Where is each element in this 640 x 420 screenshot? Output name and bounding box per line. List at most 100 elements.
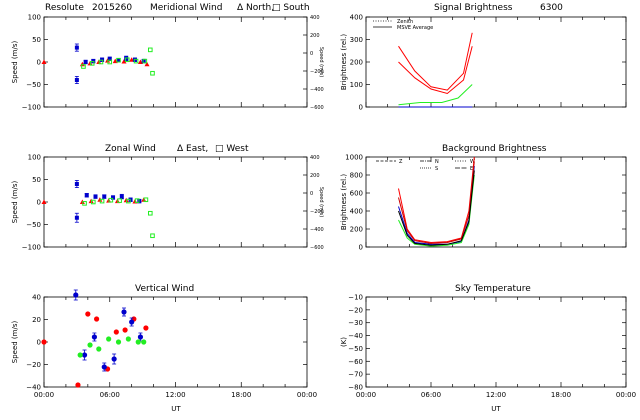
- vertical-xtick-label: 00:00: [297, 391, 317, 399]
- meridional-south-point: [83, 60, 88, 64]
- zonal-west-point: [74, 215, 79, 220]
- vertical-red-point: [113, 329, 119, 335]
- background-ylabel: Brightness (rel.): [340, 174, 348, 230]
- meridional-ytick-label: −100: [22, 104, 41, 112]
- zonal-ytick-label: −100: [22, 244, 41, 252]
- vertical-green-point: [115, 339, 122, 345]
- zonal-vertical-ave-point: [117, 198, 122, 203]
- meridional-ytick-label: 50: [32, 36, 41, 44]
- date-code: 2015260: [92, 3, 132, 13]
- zonal-vertical-ave-point: [126, 198, 131, 204]
- meridional-ytick-label: 0: [37, 59, 41, 67]
- sky-xtick-label: 18:00: [551, 391, 571, 399]
- zonal-west-point: [102, 194, 107, 199]
- sky-ytick-label: −60: [348, 358, 363, 366]
- zonal-ytick-right-label: 400: [310, 155, 320, 161]
- signal-ytick-label: 0: [359, 104, 363, 112]
- zonal-vertical-ave-point: [143, 197, 149, 203]
- sky-xlabel: UT: [491, 405, 501, 413]
- zonal-ytick-right-label: 200: [310, 173, 320, 179]
- meridional-vertical-ave-point: [147, 47, 153, 53]
- zonal-ytick-right-label: −400: [310, 227, 324, 233]
- background-ytick-label: 400: [350, 208, 363, 216]
- vertical-green-point: [141, 339, 147, 345]
- background-ytick-label: 200: [350, 226, 363, 234]
- sky-xtick-label: 00:00: [356, 391, 376, 399]
- vertical-title: Vertical Wind: [135, 284, 194, 294]
- vertical-red-point: [75, 382, 81, 388]
- vertical-green-point: [125, 336, 131, 342]
- meridional-legend-south: □ South: [272, 3, 310, 13]
- zonal-west-point: [93, 194, 98, 199]
- signal-ytick-label: 100: [350, 81, 363, 89]
- site-name: Resolute: [45, 3, 84, 13]
- meridional-vertical-ave-point: [89, 61, 95, 66]
- zonal-vertical-ave-point: [91, 199, 96, 205]
- meridional-ylabel: Speed (m/s): [11, 41, 19, 84]
- signal-ylabel: Brightness (rel.): [340, 34, 348, 90]
- vertical-blue-point: [81, 352, 88, 358]
- meridional-south-point: [74, 78, 79, 82]
- bg-legend-n: N: [435, 159, 439, 165]
- meridional-south-point: [141, 59, 146, 64]
- plot-layer: 100500−50−1004002000−200−400−600100500−5…: [22, 14, 636, 400]
- background-ytick-label: 600: [350, 190, 363, 198]
- bg-legend-z: Z: [399, 159, 403, 165]
- meridional-ytick-right-label: 0: [310, 51, 313, 57]
- meridional-vertical-ave-point: [124, 57, 130, 63]
- vertical-blue-point: [121, 309, 127, 315]
- zonal-west-point: [111, 195, 116, 200]
- meridional-plot-frame: [43, 16, 308, 108]
- zonal-ylabel-right: Speed (m/s): [318, 187, 324, 217]
- zonal-ylabel: Speed (m/s): [11, 181, 19, 224]
- vertical-blue-point: [111, 356, 117, 362]
- zonal-legend-east: Δ East,: [177, 144, 208, 154]
- vertical-ytick-label: 0: [37, 339, 41, 347]
- meridional-north-point: [144, 61, 150, 67]
- zonal-vertical-ave-point: [108, 197, 114, 203]
- meridional-vertical-ave-point: [116, 57, 121, 63]
- sky-title: Sky Temperature: [455, 284, 531, 294]
- meridional-ytick-right-label: 200: [310, 33, 320, 39]
- signal-green-line: [398, 84, 473, 106]
- signal-msve-average-line: [398, 46, 473, 95]
- background-title: Background Brightness: [442, 144, 547, 154]
- sky-ylabel: (K): [340, 337, 348, 347]
- zonal-west-point: [119, 194, 124, 199]
- zonal-east-point: [41, 199, 47, 204]
- vertical-plot-frame: [43, 296, 308, 388]
- meridional-south-point: [116, 58, 121, 63]
- vertical-blue-point: [137, 334, 144, 340]
- meridional-south-point: [74, 45, 79, 50]
- signal-legend-msve: MSVE Average: [397, 25, 433, 31]
- meridional-north-point: [129, 57, 135, 62]
- zonal-legend-west: □ West: [215, 144, 249, 154]
- meridional-ytick-label: 100: [28, 14, 41, 22]
- vertical-red-point: [94, 316, 100, 322]
- signal-zenith-line: [398, 32, 473, 91]
- meridional-vertical-ave-point: [98, 59, 104, 65]
- sky-xtick-label: 12:00: [486, 391, 506, 399]
- background-w-line: [398, 161, 475, 244]
- sky-ytick-label: −30: [348, 319, 363, 327]
- meridional-ylabel-right: Speed (m/s): [318, 47, 324, 77]
- vertical-blue-point: [73, 292, 79, 298]
- sky-ytick-label: −40: [348, 332, 363, 340]
- signal-wavelength: 6300: [540, 3, 563, 13]
- vertical-xtick-label: 12:00: [165, 391, 185, 399]
- sky-ytick-label: −20: [348, 306, 363, 314]
- meridional-ytick-right-label: 400: [310, 15, 320, 21]
- background-z-line: [398, 156, 475, 244]
- signal-legend-zenith: Zenith: [397, 19, 413, 25]
- sky-ytick-label: −70: [348, 371, 363, 379]
- meridional-legend-north: Δ North,: [237, 3, 274, 13]
- vertical-red-point: [41, 339, 47, 345]
- meridional-vertical-ave-point: [107, 59, 113, 65]
- meridional-ytick-right-label: −600: [310, 105, 324, 111]
- vertical-green-point: [77, 352, 83, 358]
- vertical-xtick-label: 06:00: [100, 391, 120, 399]
- vertical-green-point: [135, 339, 141, 345]
- zonal-title: Zonal Wind: [105, 144, 156, 154]
- meridional-vertical-ave-point: [142, 58, 148, 64]
